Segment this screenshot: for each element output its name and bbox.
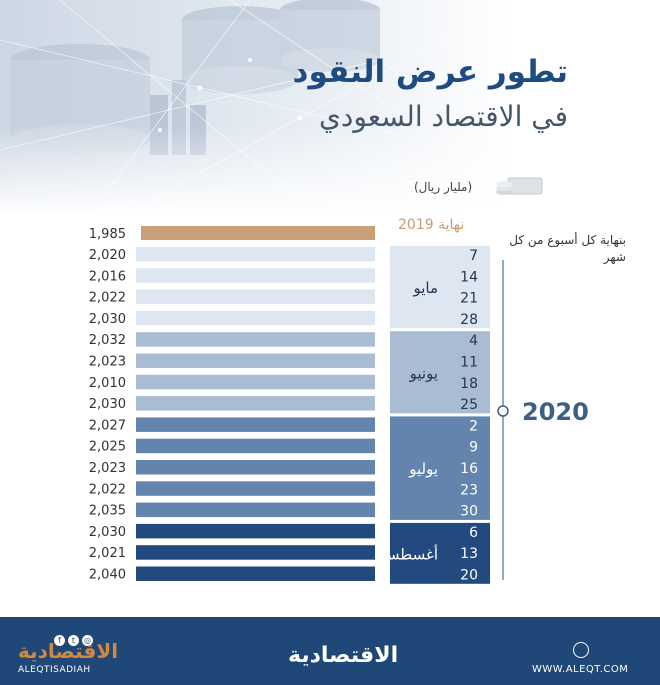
chart-subtitle: في الاقتصاد السعودي — [318, 100, 568, 133]
money-supply-chart: 1,985 2,020 2,016 2,022 2,030 2,032 2,023 2,010… — [89, 226, 589, 584]
bar-may-28 — [136, 310, 375, 326]
value-label-june-18: 2,010 — [89, 376, 126, 391]
day-label-may-7: 7 — [469, 248, 478, 264]
day-label-june-25: 25 — [460, 397, 478, 413]
bar-august-20 — [136, 566, 375, 581]
bar-july-2 — [136, 417, 375, 432]
month-label-august: أغسطس — [381, 544, 438, 563]
day-label-july-9: 9 — [469, 440, 478, 456]
instagram-icon[interactable]: ◎ — [82, 635, 93, 646]
value-label-july-2: 2,027 — [89, 418, 126, 433]
globe-icon — [573, 642, 589, 658]
bar-june-4 — [136, 332, 375, 347]
value-label-july-30: 2,035 — [89, 504, 126, 519]
month-box-july — [390, 416, 490, 520]
social-icons: f t ◎ — [54, 635, 93, 646]
chart-title: تطور عرض النقود — [292, 54, 568, 90]
month-box-may — [390, 246, 490, 329]
year-label: 2020 — [522, 398, 589, 426]
day-label-july-16: 16 — [460, 461, 478, 477]
value-label-may-28: 2,030 — [89, 312, 126, 327]
day-label-august-6: 6 — [469, 525, 478, 541]
value-label-may-21: 2,022 — [89, 291, 126, 306]
weekly-note: بنهاية كل أسبوع من كل شهر — [509, 233, 626, 264]
bar-july-23 — [136, 481, 375, 496]
year-end-label: نهاية 2019 — [398, 217, 465, 233]
month-label-june: يونيو — [409, 364, 438, 382]
bar-june-18 — [136, 374, 375, 390]
bar-year-end — [141, 226, 375, 240]
value-label-july-9: 2,025 — [89, 440, 126, 455]
value-label-july-23: 2,022 — [89, 482, 126, 497]
bar-may-14 — [136, 268, 375, 283]
unit-label: (مليار ريال) — [414, 180, 473, 194]
day-label-august-13: 13 — [460, 546, 478, 562]
timeline-marker — [497, 405, 509, 417]
value-label-august-6: 2,030 — [89, 525, 126, 540]
footer-logo-center: الاقتصادية — [288, 643, 399, 668]
month-box-august — [390, 522, 490, 584]
hero-fade — [0, 125, 660, 215]
website-link[interactable]: WWW.ALEQT.COM — [532, 664, 629, 675]
bar-june-11 — [136, 353, 375, 368]
day-label-june-11: 11 — [460, 355, 478, 371]
value-label-june-25: 2,030 — [89, 397, 126, 412]
day-label-july-23: 23 — [460, 482, 478, 498]
hero-background — [0, 0, 660, 215]
bar-may-21 — [136, 289, 375, 305]
day-label-june-18: 18 — [460, 376, 478, 392]
value-label-june-4: 2,032 — [89, 333, 126, 348]
social-handle: ALEQTISADIAH — [18, 665, 91, 675]
day-label-july-2: 2 — [469, 418, 478, 434]
bar-may-7 — [136, 247, 375, 262]
bar-july-16 — [136, 460, 375, 475]
timeline: 2020 — [497, 260, 589, 580]
day-label-august-20: 20 — [460, 568, 478, 584]
value-label-august-20: 2,040 — [89, 568, 126, 583]
value-label-year-end: 1,985 — [89, 227, 126, 242]
value-label-july-16: 2,023 — [89, 461, 126, 476]
month-label-may: مايو — [412, 279, 438, 297]
facebook-icon[interactable]: f — [54, 635, 65, 646]
bar-july-30 — [136, 502, 375, 518]
day-label-june-4: 4 — [469, 333, 478, 349]
value-label-may-7: 2,020 — [89, 248, 126, 263]
value-label-june-11: 2,023 — [89, 355, 126, 370]
bar-july-9 — [136, 438, 375, 454]
bar-august-13 — [136, 545, 375, 560]
footer: f t ◎ الاقتصادية ALEQTISADIAH الاقتصادية… — [0, 617, 660, 685]
day-label-may-28: 28 — [460, 312, 478, 328]
money-icon — [496, 177, 543, 195]
bar-august-6 — [136, 523, 375, 539]
month-box-june — [390, 331, 490, 414]
bar-june-25 — [136, 396, 375, 411]
day-label-may-21: 21 — [460, 291, 478, 307]
value-label-may-14: 2,016 — [89, 269, 126, 284]
day-label-may-14: 14 — [460, 269, 478, 285]
day-label-july-30: 30 — [460, 504, 478, 520]
bars-layer: 1,985 2,020 2,016 2,022 2,030 2,032 2,023 2,010… — [89, 226, 375, 583]
value-label-august-13: 2,021 — [89, 546, 126, 561]
month-groups-layer: مايو 7 14 21 28 يونيو 4 11 18 25 يوليو 2 9 16 23 30 أغسط… — [381, 246, 490, 584]
twitter-icon[interactable]: t — [68, 635, 79, 646]
footer-logo-left: الاقتصادية — [18, 639, 119, 663]
month-label-july: يوليو — [408, 460, 438, 478]
